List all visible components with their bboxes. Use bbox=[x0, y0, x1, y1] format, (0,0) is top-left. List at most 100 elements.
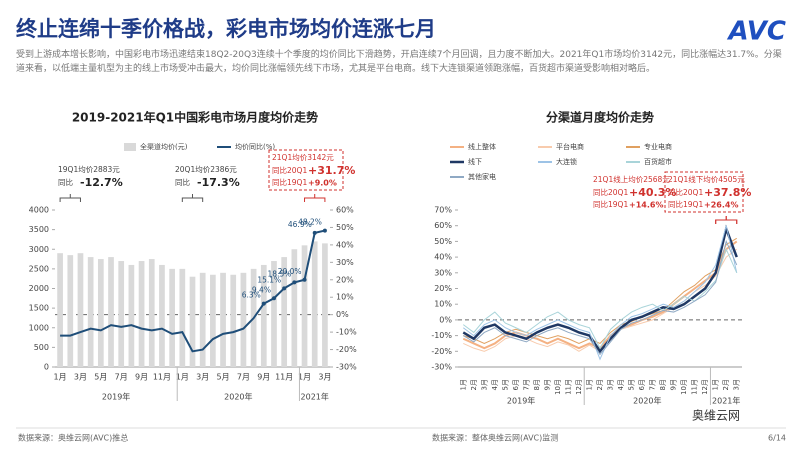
annotation-title: 21Q1均价3142元 bbox=[272, 152, 334, 162]
bar bbox=[311, 241, 318, 367]
legend-label: 其他家电 bbox=[468, 172, 496, 181]
x-tick-label: 4月 bbox=[491, 379, 499, 390]
y2-tick-label: 0% bbox=[336, 310, 349, 319]
bar bbox=[189, 276, 196, 367]
bar bbox=[291, 249, 298, 367]
slide-title: 终止连绵十季价格战，彩电市场均价连涨七月 bbox=[16, 17, 436, 41]
intro-text: 受到上游成本增长影响，中国彩电市场迅速结束18Q2-20Q3连续十个季度的均价同… bbox=[16, 50, 782, 74]
annotation-title: 21Q1线上均价2568元 bbox=[593, 174, 670, 184]
intro-box: 受到上游成本增长影响，中国彩电市场迅速结束18Q2-20Q3连续十个季度的均价同… bbox=[16, 50, 782, 74]
x-tick-label: 5月 bbox=[217, 373, 230, 382]
y2-tick-label: 10% bbox=[336, 293, 354, 302]
y-tick-label: 20% bbox=[434, 284, 452, 293]
bar bbox=[169, 268, 175, 367]
x-tick-label: 6月 bbox=[638, 379, 646, 390]
point bbox=[292, 280, 297, 285]
y2-tick-label: 60% bbox=[336, 206, 354, 215]
x-tick-label: 8月 bbox=[659, 379, 667, 390]
bar bbox=[322, 243, 328, 367]
y-tick-label: 0% bbox=[439, 315, 452, 324]
annotation-label: 同比19Q1 bbox=[272, 177, 307, 187]
annotation-title: 19Q1均价2883元 bbox=[58, 164, 120, 174]
x-group-label: 2020年 bbox=[633, 396, 661, 406]
x-tick-label: 12月 bbox=[701, 379, 709, 395]
x-tick-label: 3月 bbox=[74, 373, 87, 382]
bar bbox=[97, 259, 104, 367]
annotation-value: +14.6% bbox=[629, 201, 663, 210]
bar bbox=[77, 253, 84, 367]
y-tick-label: 30% bbox=[434, 268, 452, 277]
annotation-bracket bbox=[181, 194, 204, 202]
legend-label: 大连锁 bbox=[556, 157, 577, 166]
bar bbox=[301, 245, 308, 367]
bar bbox=[87, 257, 94, 367]
y-tick-label: 1000 bbox=[29, 323, 49, 332]
y-tick-label: -30% bbox=[431, 363, 452, 372]
bar bbox=[138, 261, 145, 367]
bar bbox=[271, 261, 277, 367]
bar bbox=[57, 253, 63, 367]
bar bbox=[148, 259, 155, 367]
y-tick-label: 10% bbox=[434, 300, 452, 309]
bar bbox=[199, 272, 206, 367]
x-tick-label: 5月 bbox=[501, 379, 509, 390]
line bbox=[463, 237, 737, 345]
y-tick-label: 3000 bbox=[29, 245, 49, 254]
legend-label: 平台电商 bbox=[556, 142, 584, 151]
point bbox=[271, 296, 276, 301]
annotation-box bbox=[664, 171, 744, 213]
brand: 奥维云网 bbox=[692, 409, 740, 423]
y-tick-label: 70% bbox=[434, 206, 452, 215]
annotation-value: -12.7% bbox=[80, 176, 123, 189]
legend-label: 全渠道均价(元) bbox=[140, 142, 188, 151]
x-tick-label: 11月 bbox=[275, 373, 293, 382]
x-tick-label: 10月 bbox=[554, 379, 562, 395]
source: 数据来源：奥维云网(AVC)推总 bbox=[18, 433, 128, 443]
x-tick-label: 4月 bbox=[617, 379, 625, 390]
source: 数据来源：整体奥维云网(AVC)监测 bbox=[432, 433, 558, 443]
bar bbox=[108, 257, 114, 367]
annotation-value: +37.8% bbox=[704, 186, 751, 199]
x-tick-label: 7月 bbox=[649, 379, 657, 390]
x-tick-label: 12月 bbox=[575, 379, 583, 395]
value-label: 15.1% bbox=[257, 275, 281, 284]
x-tick-label: 2月 bbox=[596, 379, 604, 390]
bar bbox=[220, 272, 226, 367]
x-tick-label: 9月 bbox=[135, 373, 148, 382]
annotation-value: +31.7% bbox=[308, 164, 355, 177]
x-tick-label: 1月 bbox=[585, 379, 593, 390]
x-tick-label: 2月 bbox=[722, 379, 730, 390]
x-tick-label: 10月 bbox=[680, 379, 688, 395]
annotation-title: 21Q1线下均价4505元 bbox=[668, 174, 745, 184]
y-tick-label: 50% bbox=[434, 237, 452, 246]
bar bbox=[67, 255, 74, 367]
bar bbox=[159, 264, 165, 367]
x-tick-label: 9月 bbox=[543, 379, 551, 390]
line bbox=[462, 225, 738, 361]
x-tick-label: 3月 bbox=[480, 379, 488, 390]
x-group-label: 2019年 bbox=[102, 392, 130, 402]
y-tick-label: 1500 bbox=[29, 304, 49, 313]
y-tick-label: 0 bbox=[44, 363, 49, 372]
logo: AVC bbox=[726, 17, 786, 47]
x-tick-label: 11月 bbox=[153, 373, 171, 382]
value-label: 48.2% bbox=[298, 218, 322, 227]
point bbox=[322, 228, 327, 233]
x-tick-label: 3月 bbox=[607, 379, 615, 390]
y-tick-label: 2000 bbox=[29, 284, 49, 293]
y2-tick-label: -30% bbox=[336, 363, 357, 372]
x-tick-label: 9月 bbox=[670, 379, 678, 390]
y-tick-label: 500 bbox=[34, 343, 49, 352]
legend-label: 线下 bbox=[468, 157, 482, 166]
x-tick-label: 3月 bbox=[733, 379, 741, 390]
point bbox=[302, 277, 307, 282]
page-number: 6/14 bbox=[768, 434, 786, 443]
legend-swatch bbox=[124, 143, 136, 151]
x-tick-label: 1月 bbox=[176, 373, 189, 382]
x-tick-label: 9月 bbox=[257, 373, 270, 382]
chart-title: 2019-2021年Q1中国彩电市场月度均价走势 bbox=[72, 110, 318, 125]
legend-label: 百货超市 bbox=[644, 157, 672, 166]
y-tick-label: 3500 bbox=[29, 225, 49, 234]
y2-tick-label: 20% bbox=[336, 275, 354, 284]
